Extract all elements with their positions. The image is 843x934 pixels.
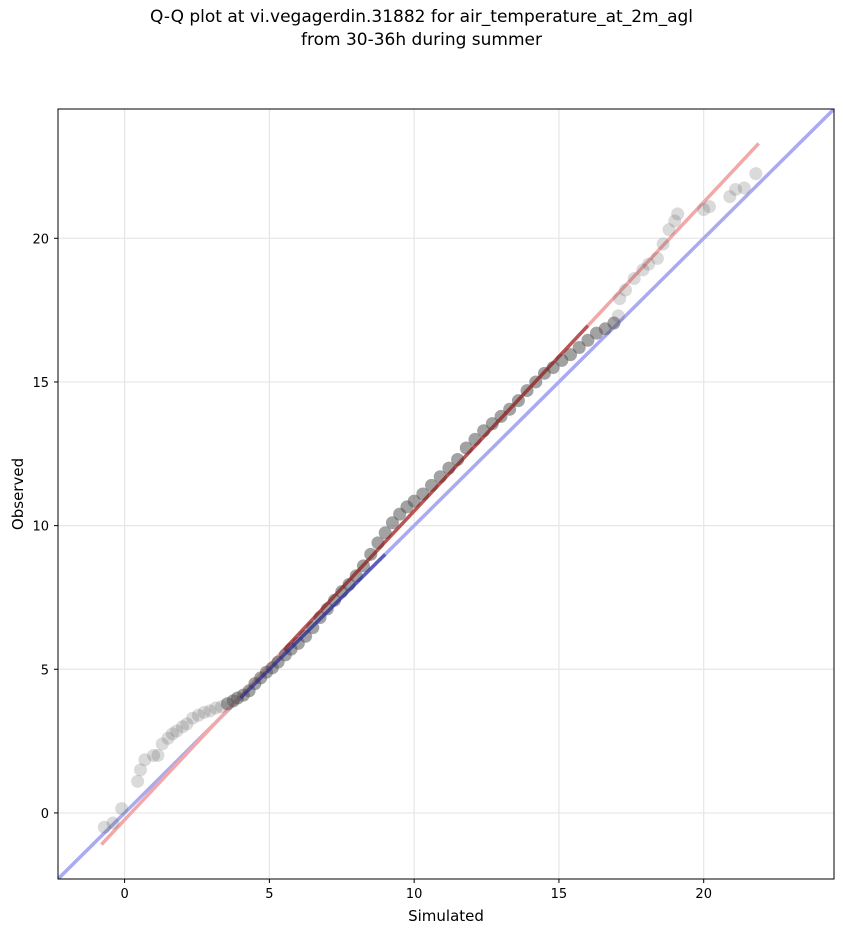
- data-point: [147, 748, 161, 762]
- data-point: [737, 181, 751, 195]
- data-point: [364, 547, 378, 561]
- data-point: [161, 731, 175, 745]
- data-point: [191, 708, 205, 722]
- chart-title: Q-Q plot at vi.vegagerdin.31882 for air_…: [0, 6, 843, 52]
- data-point: [134, 763, 148, 777]
- plot-frame: [57, 108, 835, 880]
- chart-title-line-2: from 30-36h during summer: [301, 30, 542, 50]
- data-point: [611, 309, 625, 323]
- data-point: [180, 717, 194, 731]
- data-point: [642, 257, 656, 271]
- data-point: [607, 316, 621, 330]
- data-point: [729, 182, 743, 196]
- x-axis-label: Simulated: [408, 907, 484, 925]
- x-tick-label: 15: [551, 887, 568, 902]
- x-tick-label: 0: [120, 887, 128, 902]
- data-point: [299, 629, 313, 643]
- data-point: [197, 705, 211, 719]
- data-point: [138, 753, 152, 767]
- x-tick-label: 5: [265, 887, 273, 902]
- y-tick-label: 5: [41, 663, 49, 678]
- data-point: [155, 737, 169, 751]
- data-point: [627, 272, 641, 286]
- data-point: [723, 190, 737, 204]
- y-axis-label: Observed: [9, 458, 27, 530]
- data-point: [385, 516, 399, 530]
- data-point: [564, 348, 578, 362]
- data-point: [203, 704, 217, 718]
- reference-lines: [58, 109, 834, 879]
- data-point: [613, 292, 627, 306]
- data-point: [97, 820, 111, 834]
- data-point: [662, 223, 676, 237]
- identity-line: [58, 109, 834, 879]
- data-point: [671, 207, 685, 221]
- data-point: [165, 727, 179, 741]
- data-points: [97, 167, 763, 834]
- data-point: [115, 802, 129, 816]
- data-point: [485, 417, 499, 431]
- data-point: [176, 720, 190, 734]
- data-point: [170, 724, 184, 738]
- data-point: [131, 774, 145, 788]
- data-point: [407, 494, 421, 508]
- data-point: [656, 237, 670, 251]
- data-point: [186, 711, 200, 725]
- axis-ticks: 0 5 10 15 20 0 5 10 15 20: [32, 232, 712, 902]
- chart-title-line-1: Q-Q plot at vi.vegagerdin.31882 for air_…: [149, 7, 694, 27]
- y-tick-label: 20: [32, 232, 49, 247]
- data-point: [151, 748, 165, 762]
- data-point: [650, 251, 664, 265]
- data-point: [697, 203, 711, 217]
- dense-overlay: [239, 324, 590, 700]
- y-tick-label: 15: [32, 376, 49, 391]
- grid-lines: [58, 109, 834, 879]
- y-tick-label: 10: [32, 520, 49, 535]
- data-point: [749, 167, 763, 181]
- data-point: [209, 701, 223, 715]
- x-tick-label: 20: [695, 887, 712, 902]
- x-tick-label: 10: [406, 887, 423, 902]
- data-point: [619, 283, 633, 297]
- identity-line-dense: [239, 553, 387, 700]
- fit-line-dense: [282, 324, 590, 652]
- data-point: [572, 340, 586, 354]
- data-point: [702, 200, 716, 214]
- data-point: [106, 816, 120, 830]
- y-tick-label: 0: [41, 807, 49, 822]
- data-point: [636, 263, 650, 277]
- data-point: [668, 214, 682, 228]
- data-point: [581, 333, 595, 347]
